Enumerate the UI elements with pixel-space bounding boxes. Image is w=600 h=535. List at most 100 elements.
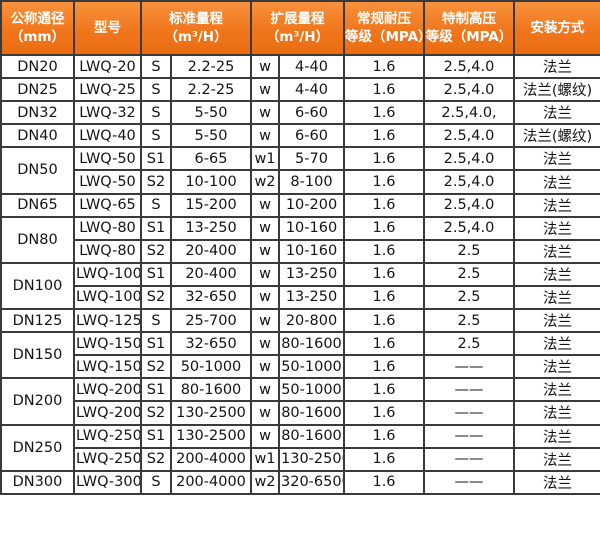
cell-extended-code: w (250, 423, 280, 449)
cell-extended-code: w (250, 308, 280, 334)
cell-installation: 法兰 (513, 423, 600, 449)
cell-nominal-diameter: DN40 (0, 123, 75, 149)
cell-installation: 法兰 (513, 53, 600, 80)
cell-normal-pressure: 1.6 (343, 400, 425, 426)
cell-installation: 法兰 (513, 308, 600, 334)
cell-standard-code: S2 (140, 238, 172, 264)
cell-standard-range: 20-400 (170, 238, 252, 264)
cell-model: LWQ-32 (73, 100, 142, 126)
header-standard-range-line1: 标准量程 (169, 10, 223, 27)
cell-installation: 法兰(螺纹) (513, 123, 600, 149)
cell-extended-range: 80-1600 (278, 331, 345, 357)
header-high-pressure-line2: 等级（MPA） (425, 29, 513, 45)
cell-high-pressure: —— (423, 469, 515, 495)
cell-extended-code: w2 (250, 169, 280, 195)
table-row: DN100 LWQ-100 S1 20-400 w 13-250 1.6 2.5 法兰 (0, 261, 600, 311)
cell-extended-code: w (250, 100, 280, 126)
cell-nominal-diameter: DN150 (0, 331, 75, 380)
cell-nominal-diameter: DN65 (0, 192, 75, 218)
cell-high-pressure: 2.5 (423, 308, 515, 334)
cell-normal-pressure: 1.6 (343, 308, 425, 334)
table-header: 公称通径 （mm） 型号 标准量程 （m³/H） 扩展量程 （m³/H） 常规耐… (0, 0, 600, 56)
header-model-label: 型号 (94, 19, 121, 36)
cell-extended-range: 50-1000 (278, 377, 345, 403)
cell-standard-range: 200-4000 (170, 469, 252, 495)
cell-standard-code: S2 (140, 354, 172, 380)
table-row: LWQ-200 S2 130-2500 w 80-1600 1.6 —— 法兰 (1, 400, 600, 426)
cell-installation: 法兰 (513, 284, 600, 311)
cell-model: LWQ-150 (73, 331, 142, 357)
cell-normal-pressure: 1.6 (343, 53, 425, 80)
cell-normal-pressure: 1.6 (343, 146, 425, 172)
cell-extended-code: w (250, 192, 280, 218)
cell-standard-range: 80-1600 (170, 377, 252, 403)
cell-extended-range: 4-40 (278, 77, 345, 103)
cell-standard-range: 130-2500 (170, 400, 252, 426)
cell-model: LWQ-125 (73, 308, 142, 334)
cell-high-pressure: —— (423, 377, 515, 403)
cell-installation: 法兰 (513, 446, 600, 472)
table-row: LWQ-250 S2 200-4000 w1 130-2500 1.6 —— 法兰 (1, 446, 600, 472)
cell-model: LWQ-25 (73, 77, 142, 103)
cell-extended-range: 50-1000 (278, 354, 345, 380)
cell-extended-range: 10-160 (278, 215, 345, 241)
cell-extended-code: w1 (250, 446, 280, 472)
cell-normal-pressure: 1.6 (343, 123, 425, 149)
cell-standard-code: S (140, 77, 172, 103)
cell-installation: 法兰 (513, 354, 600, 380)
cell-nominal-diameter: DN300 (0, 469, 75, 495)
cell-extended-code: w (250, 331, 280, 357)
cell-normal-pressure: 1.6 (343, 446, 425, 472)
cell-normal-pressure: 1.6 (343, 284, 425, 311)
cell-installation: 法兰 (513, 146, 600, 172)
cell-standard-code: S2 (140, 400, 172, 426)
cell-installation: 法兰(螺纹) (513, 77, 600, 103)
cell-standard-code: S2 (140, 284, 172, 311)
cell-extended-code: w (250, 284, 280, 311)
cell-high-pressure: 2.5,4.0 (423, 169, 515, 195)
cell-standard-range: 25-700 (170, 308, 252, 334)
cell-normal-pressure: 1.6 (343, 331, 425, 357)
cell-extended-range: 80-1600 (278, 423, 345, 449)
cell-nominal-diameter: DN32 (0, 100, 75, 126)
table-row: LWQ-150 S2 50-1000 w 50-1000 1.6 —— 法兰 (1, 354, 600, 380)
cell-standard-code: S (140, 469, 172, 495)
table-row: DN300 LWQ-300 S 200-4000 w2 320-6500 1.6 —— 法兰 (0, 469, 600, 495)
cell-installation: 法兰 (513, 400, 600, 426)
cell-standard-code: S1 (140, 146, 172, 172)
cell-standard-range: 5-50 (170, 100, 252, 126)
cell-standard-range: 32-650 (170, 331, 252, 357)
cell-extended-range: 13-250 (278, 261, 345, 287)
cell-model: LWQ-200 (73, 377, 142, 403)
table-row: DN25 LWQ-25 S 2.2-25 w 4-40 1.6 2.5,4.0 法兰(螺纹) (0, 77, 600, 103)
cell-standard-code: S1 (140, 377, 172, 403)
cell-extended-code: w (250, 377, 280, 403)
cell-standard-code: S1 (140, 215, 172, 241)
cell-installation: 法兰 (513, 261, 600, 287)
cell-model: LWQ-65 (73, 192, 142, 218)
cell-extended-code: w (250, 77, 280, 103)
cell-nominal-diameter: DN25 (0, 77, 75, 103)
cell-extended-range: 4-40 (278, 53, 345, 80)
cell-model: LWQ-200 (73, 400, 142, 426)
cell-model: LWQ-50 (73, 169, 142, 195)
cell-nominal-diameter: DN200 (0, 377, 75, 426)
cell-high-pressure: 2.5 (423, 331, 515, 357)
header-normal-pressure: 常规耐压 等级（MPA） (343, 0, 425, 56)
cell-high-pressure: 2.5,4.0 (423, 215, 515, 241)
cell-standard-range: 5-50 (170, 123, 252, 149)
cell-standard-code: S (140, 100, 172, 126)
cell-high-pressure: 2.5,4.0 (423, 146, 515, 172)
cell-installation: 法兰 (513, 215, 600, 241)
cell-model: LWQ-50 (73, 146, 142, 172)
cell-installation: 法兰 (513, 238, 600, 264)
cell-high-pressure: 2.5 (423, 284, 515, 311)
cell-high-pressure: 2.5,4.0, (423, 100, 515, 126)
cell-model: LWQ-100 (73, 284, 142, 311)
header-model: 型号 (73, 0, 142, 56)
cell-extended-code: w (250, 238, 280, 264)
cell-normal-pressure: 1.6 (343, 215, 425, 241)
cell-high-pressure: 2.5,4.0 (423, 77, 515, 103)
table-body: DN20 LWQ-20 S 2.2-25 w 4-40 1.6 2.5,4.0 法兰 DN25 LW… (0, 53, 600, 495)
